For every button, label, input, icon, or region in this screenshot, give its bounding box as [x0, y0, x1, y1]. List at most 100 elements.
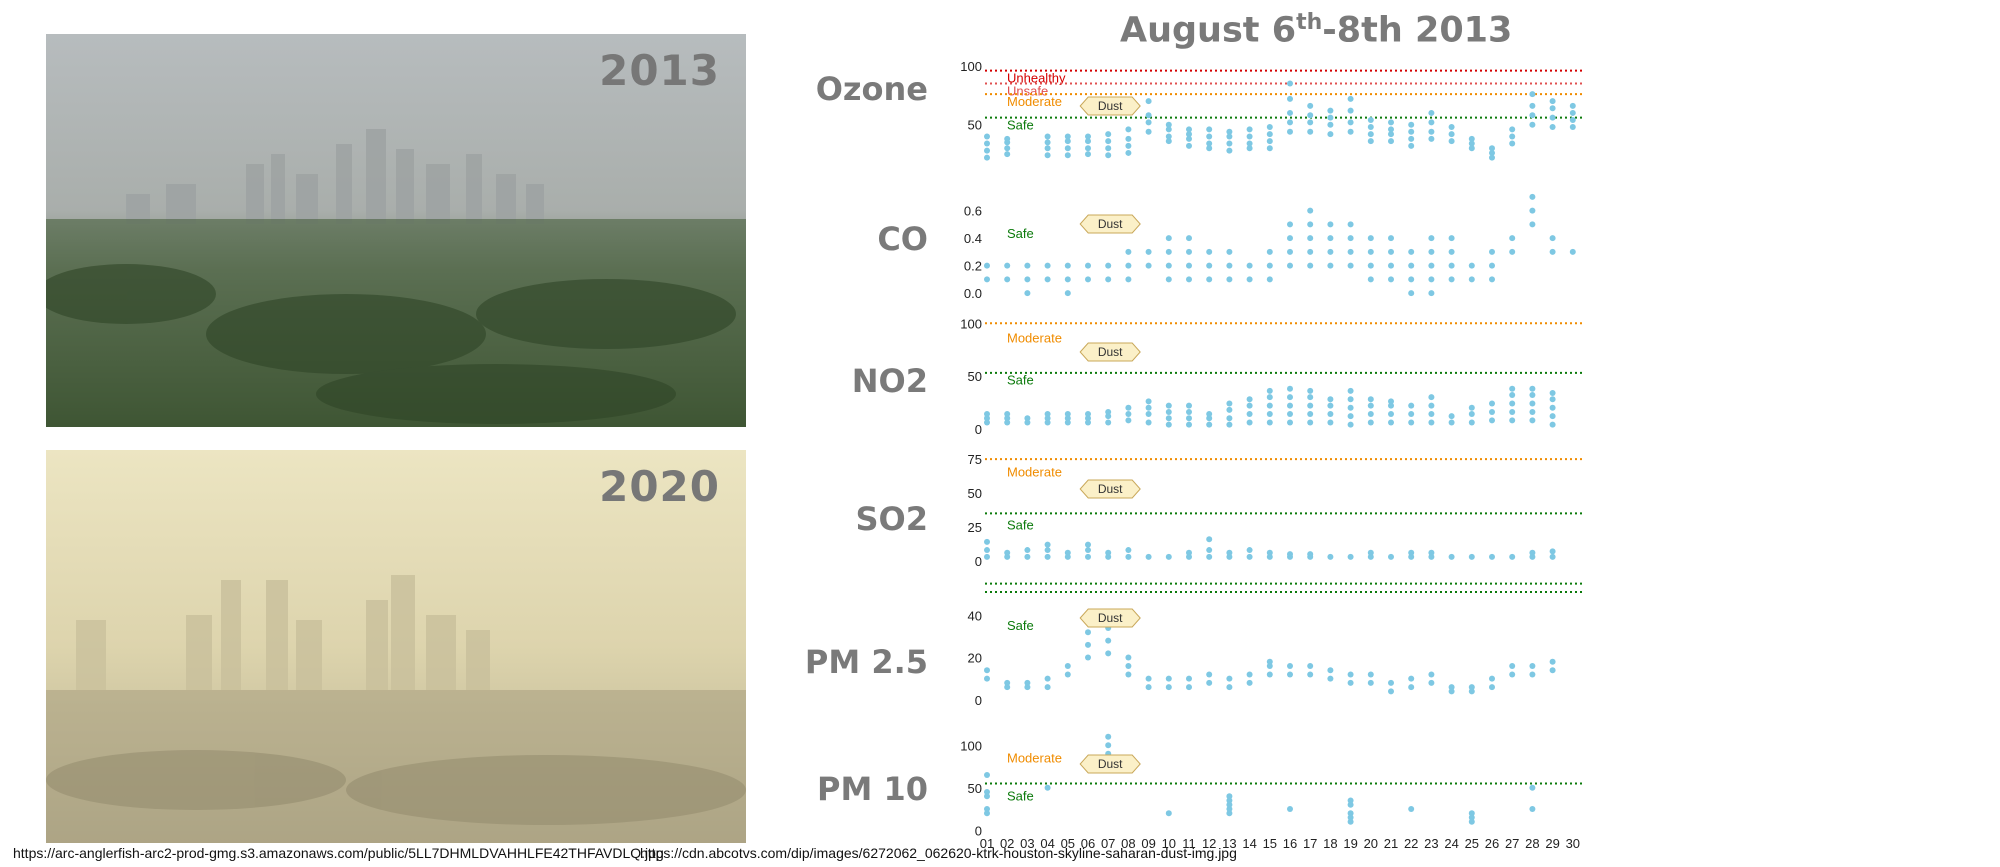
data-point: [1448, 419, 1455, 426]
data-point: [1004, 679, 1011, 686]
data-point: [1367, 679, 1374, 686]
data-point: [1448, 235, 1455, 242]
y-tick-label: 50: [968, 486, 982, 501]
data-point: [1307, 387, 1314, 394]
data-point: [1468, 135, 1475, 142]
x-tick-label: 14: [1242, 836, 1256, 851]
data-point: [1529, 549, 1536, 556]
title-suffix: -8th 2013: [1322, 10, 1513, 51]
threshold-label-moderate: Moderate: [1007, 750, 1062, 765]
data-point: [1327, 402, 1334, 409]
data-point: [1489, 248, 1495, 255]
threshold-label-safe: Safe: [1007, 226, 1034, 241]
dust-badge-label: Dust: [1098, 345, 1123, 359]
data-point: [1307, 235, 1314, 242]
data-point: [984, 547, 990, 554]
data-point: [1246, 402, 1253, 409]
data-point: [1287, 394, 1293, 401]
data-point: [1226, 400, 1233, 407]
photo-credit-2020[interactable]: https://cdn.abcotvs.com/dip/images/62720…: [640, 845, 1237, 861]
data-point: [1549, 105, 1556, 112]
data-point: [1266, 131, 1273, 138]
x-tick-label: 13: [1222, 836, 1236, 851]
data-point: [1428, 402, 1435, 409]
data-point: [1226, 801, 1233, 808]
data-point: [1186, 135, 1192, 142]
data-point: [1408, 411, 1415, 418]
data-point: [1549, 658, 1556, 665]
data-point: [1468, 419, 1475, 426]
dust-badge: [1079, 479, 1141, 499]
data-point: [984, 415, 990, 422]
threshold-label-safe: Safe: [1007, 118, 1034, 133]
data-point: [1489, 262, 1495, 269]
data-point: [1024, 415, 1031, 422]
data-point: [1024, 262, 1031, 269]
data-point: [1064, 145, 1071, 152]
data-point: [1186, 235, 1192, 242]
data-point: [1408, 262, 1415, 269]
data-point: [1004, 151, 1011, 158]
y-tick-label: 0: [975, 823, 982, 838]
data-point: [1327, 396, 1334, 403]
data-point: [1408, 684, 1415, 691]
data-point: [1266, 658, 1273, 665]
data-point: [1529, 207, 1536, 214]
data-point: [1085, 547, 1091, 554]
data-point: [1448, 138, 1455, 145]
data-point: [1388, 402, 1394, 409]
data-point: [1226, 147, 1233, 154]
data-point: [1307, 248, 1314, 255]
x-tick-label: 23: [1424, 836, 1438, 851]
data-point: [1569, 124, 1576, 131]
data-point: [1347, 107, 1354, 114]
data-point: [1246, 679, 1253, 686]
data-point: [1307, 394, 1314, 401]
data-point: [1549, 421, 1556, 428]
y-tick-label: 25: [968, 520, 982, 535]
data-point: [984, 147, 990, 154]
data-point: [1004, 276, 1011, 283]
data-point: [1125, 654, 1132, 661]
x-tick-label: 03: [1020, 836, 1034, 851]
data-point: [1085, 411, 1091, 418]
data-point: [1085, 641, 1091, 648]
data-point: [1307, 221, 1314, 228]
data-point: [1327, 131, 1334, 138]
dust-badge: [1079, 754, 1141, 774]
data-point: [1307, 402, 1314, 409]
data-point: [1024, 679, 1031, 686]
data-point: [1408, 675, 1415, 682]
data-point: [1246, 411, 1253, 418]
y-tick-label: 50: [968, 369, 982, 384]
data-point: [1044, 262, 1051, 269]
photo-2013: 2013: [46, 34, 746, 427]
x-tick-label: 25: [1465, 836, 1479, 851]
threshold-label-unsafe: Unsafe: [1007, 84, 1048, 99]
data-point: [1287, 80, 1293, 87]
data-point: [1448, 262, 1455, 269]
threshold-label-moderate: Moderate: [1007, 94, 1062, 109]
data-point: [1287, 385, 1293, 392]
data-point: [1125, 276, 1132, 283]
photo-credit-2013[interactable]: https://arc-anglerfish-arc2-prod-gmg.s3.…: [13, 845, 664, 861]
data-point: [1408, 402, 1415, 409]
threshold-label-safe: Safe: [1007, 373, 1034, 388]
data-point: [1529, 102, 1536, 109]
data-point: [1529, 806, 1536, 813]
data-point: [1246, 133, 1253, 140]
x-tick-label: 30: [1566, 836, 1580, 851]
data-point: [1428, 262, 1435, 269]
data-point: [1367, 131, 1374, 138]
data-point: [1044, 145, 1051, 152]
data-point: [984, 789, 990, 796]
data-point: [1125, 142, 1132, 149]
y-tick-label: 0.6: [964, 204, 982, 219]
data-point: [1125, 553, 1132, 560]
data-point: [1125, 547, 1132, 554]
x-tick-label: 01: [980, 836, 994, 851]
data-point: [1388, 235, 1394, 242]
data-point: [1529, 91, 1536, 98]
data-point: [1509, 392, 1516, 399]
data-point: [1428, 394, 1435, 401]
